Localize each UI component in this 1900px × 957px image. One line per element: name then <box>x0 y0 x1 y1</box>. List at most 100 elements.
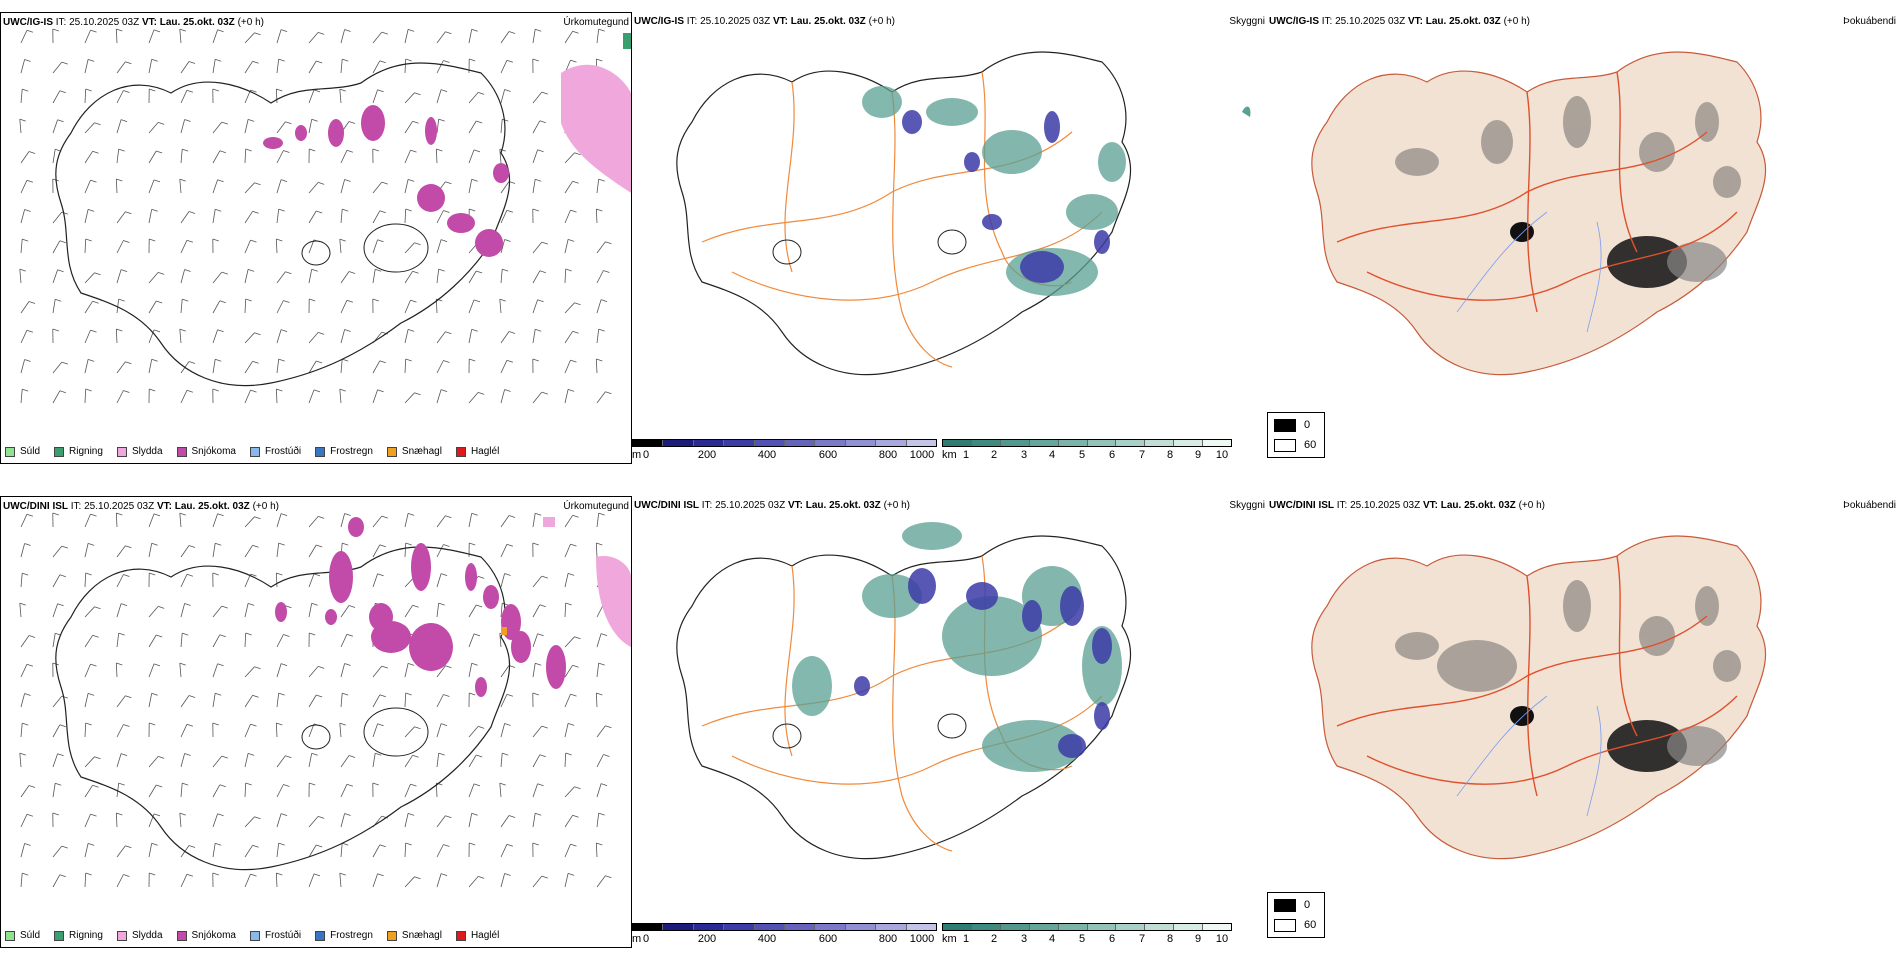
glacier-outline <box>302 241 330 265</box>
colorbar-tick: 200 <box>698 933 716 945</box>
cloud-base-colorbar: m 0 200 400 600 800 1000 <box>632 439 937 473</box>
colorbar-tick: 7 <box>1139 933 1145 945</box>
precip-legend: Súld Rigning Slydda Snjókoma Frostúði Fr… <box>5 930 499 941</box>
colorbar-tick: 8 <box>1167 933 1173 945</box>
cloud-visibility-map-row2: UWC/DINI ISL IT: 25.10.2025 03Z VT: Lau.… <box>632 496 1267 948</box>
colorbar-tick: 800 <box>879 933 897 945</box>
swatch <box>117 931 127 941</box>
fog-map-canvas <box>1267 496 1900 916</box>
precip-map-canvas <box>1 13 631 433</box>
colorbar-tick: 0 <box>643 933 649 945</box>
colorbar-tick: 8 <box>1167 449 1173 461</box>
legend-item: Frostregn <box>315 446 373 457</box>
sleet-area <box>561 65 631 193</box>
glacier-outline <box>364 224 428 272</box>
cloud-map-canvas <box>632 12 1267 432</box>
swatch <box>315 931 325 941</box>
colorbar-tick: 3 <box>1021 933 1027 945</box>
glacier-outline <box>302 725 330 749</box>
swatch <box>54 931 64 941</box>
snow-pellets-patch <box>501 627 507 635</box>
legend-item: Súld <box>5 446 40 457</box>
snow-patches <box>275 517 566 697</box>
visibility-colorbar: km 1 2 3 4 5 6 7 8 9 10 <box>942 439 1232 473</box>
colorbar-tick: 5 <box>1079 933 1085 945</box>
colorbar-tick: 5 <box>1079 449 1085 461</box>
colorbar-strip <box>632 923 937 931</box>
colorbar-strip <box>942 923 1232 931</box>
legend-item: Frostúði <box>250 446 301 457</box>
colorbar-tick: 1 <box>963 933 969 945</box>
swatch <box>177 931 187 941</box>
colorbar-tick: 4 <box>1049 449 1055 461</box>
fog-indicator-map-row2: UWC/DINI ISL IT: 25.10.2025 03Z VT: Lau.… <box>1267 496 1900 948</box>
offshore-patch <box>1242 107 1250 117</box>
legend-item: Snæhagl <box>387 446 442 457</box>
swatch <box>456 931 466 941</box>
visibility-colorbar: km 1 2 3 4 5 6 7 8 9 10 <box>942 923 1232 957</box>
legend-item: Frostúði <box>250 930 301 941</box>
swatch <box>5 447 15 457</box>
colorbar-unit: m <box>632 933 641 945</box>
swatch <box>54 447 64 457</box>
fog-map-canvas <box>1267 12 1900 432</box>
colorbar-tick: 6 <box>1109 933 1115 945</box>
colorbar-tick: 2 <box>991 449 997 461</box>
legend-item: Haglél <box>456 446 499 457</box>
colorbar-tick: 6 <box>1109 449 1115 461</box>
colorbar-tick: 400 <box>758 449 776 461</box>
colorbar-tick: 200 <box>698 449 716 461</box>
colorbar-tick: 10 <box>1216 449 1228 461</box>
glacier-outline <box>938 714 966 738</box>
precip-type-map-row2: UWC/DINI ISL IT: 25.10.2025 03Z VT: Lau.… <box>0 496 632 948</box>
iceland-outline <box>677 52 1131 375</box>
legend-item: Snjókoma <box>177 930 236 941</box>
colorbar-strip <box>942 439 1232 447</box>
cloud-base-colorbar: m 0 200 400 600 800 1000 <box>632 923 937 957</box>
colorbar-unit: m <box>632 449 641 461</box>
colorbar-tick: 1 <box>963 449 969 461</box>
glacier-outline <box>364 708 428 756</box>
colorbar-tick: 600 <box>819 933 837 945</box>
legend-item: Snjókoma <box>177 446 236 457</box>
colorbar-tick: 1000 <box>910 933 934 945</box>
swatch <box>250 931 260 941</box>
glacier-outline <box>938 230 966 254</box>
swatch <box>387 931 397 941</box>
swatch <box>250 447 260 457</box>
colorbar-tick: 800 <box>879 449 897 461</box>
sleet-patch <box>543 517 555 527</box>
colorbar-unit: km <box>942 933 957 945</box>
iceland-land <box>1312 52 1766 375</box>
legend-item: Frostregn <box>315 930 373 941</box>
iceland-land <box>1312 536 1766 859</box>
swatch <box>177 447 187 457</box>
colorbar-tick: 0 <box>643 449 649 461</box>
legend-item: Rigning <box>54 930 103 941</box>
legend-item: Snæhagl <box>387 930 442 941</box>
roads <box>702 72 1102 367</box>
wind-barbs <box>20 513 612 887</box>
legend-item: Slydda <box>117 446 163 457</box>
swatch <box>315 447 325 457</box>
legend-item: Rigning <box>54 446 103 457</box>
colorbar-unit: km <box>942 449 957 461</box>
colorbar-tick: 9 <box>1195 449 1201 461</box>
colorbar-tick: 7 <box>1139 449 1145 461</box>
colorbar-tick: 400 <box>758 933 776 945</box>
precip-type-map-row1: UWC/IG-IS IT: 25.10.2025 03Z VT: Lau. 25… <box>0 12 632 464</box>
legend-item: Haglél <box>456 930 499 941</box>
cloud-visibility-map-row1: UWC/IG-IS IT: 25.10.2025 03Z VT: Lau. 25… <box>632 12 1267 464</box>
visibility-patches <box>862 86 1126 296</box>
colorbar-tick: 10 <box>1216 933 1228 945</box>
legend-item: Slydda <box>117 930 163 941</box>
precip-map-canvas <box>1 497 631 917</box>
swatch <box>387 447 397 457</box>
colorbar-tick: 600 <box>819 449 837 461</box>
colorbar-tick: 4 <box>1049 933 1055 945</box>
colorbar-tick: 1000 <box>910 449 934 461</box>
colorbar-tick: 9 <box>1195 933 1201 945</box>
swatch <box>117 447 127 457</box>
swatch <box>5 931 15 941</box>
colorbar-strip <box>632 439 937 447</box>
